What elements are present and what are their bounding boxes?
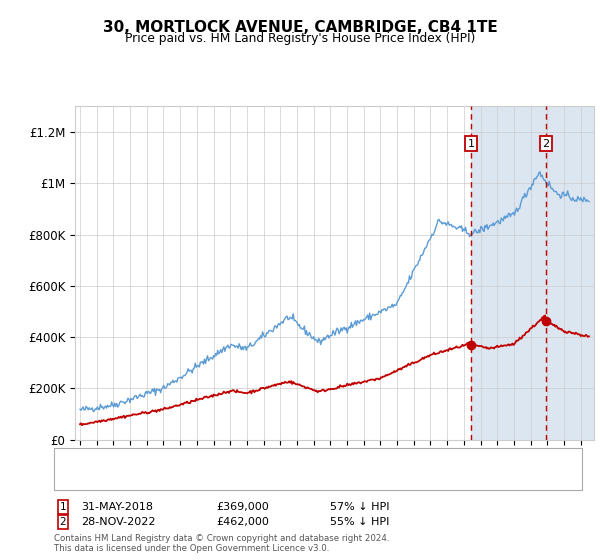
Text: 2: 2 [542,138,550,148]
Text: Price paid vs. HM Land Registry's House Price Index (HPI): Price paid vs. HM Land Registry's House … [125,32,475,45]
Text: £462,000: £462,000 [216,517,269,527]
Text: £369,000: £369,000 [216,502,269,512]
Text: 2: 2 [59,517,67,527]
Bar [471,106,600,440]
Legend: 30, MORTLOCK AVENUE, CAMBRIDGE, CB4 1TE (detached house), HPI: Average price, de: 30, MORTLOCK AVENUE, CAMBRIDGE, CB4 1TE … [65,457,453,481]
Text: 1: 1 [59,502,67,512]
Text: 31-MAY-2018: 31-MAY-2018 [81,502,153,512]
Text: 28-NOV-2022: 28-NOV-2022 [81,517,155,527]
Text: 30, MORTLOCK AVENUE, CAMBRIDGE, CB4 1TE: 30, MORTLOCK AVENUE, CAMBRIDGE, CB4 1TE [103,20,497,35]
Text: 1: 1 [467,138,475,148]
Text: Contains HM Land Registry data © Crown copyright and database right 2024.
This d: Contains HM Land Registry data © Crown c… [54,534,389,553]
Text: 57% ↓ HPI: 57% ↓ HPI [330,502,389,512]
Text: 55% ↓ HPI: 55% ↓ HPI [330,517,389,527]
